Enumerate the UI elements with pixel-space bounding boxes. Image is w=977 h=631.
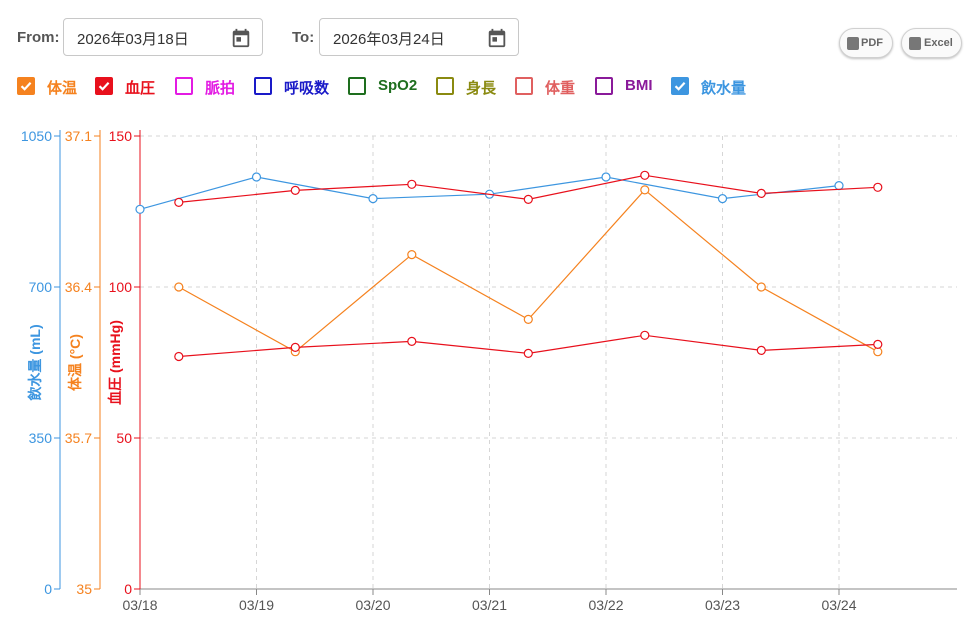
data-point (290, 342, 300, 352)
data-point (174, 197, 184, 207)
excel-icon (909, 37, 921, 50)
y-tick-label: 100 (109, 279, 133, 295)
data-point (368, 194, 378, 204)
to-label: To: (292, 29, 315, 46)
checkbox-checked-icon[interactable] (671, 77, 689, 95)
x-tick-label: 03/21 (472, 597, 507, 613)
y-tick-label: 150 (109, 128, 133, 144)
legend-toggle-6[interactable]: 体重 (515, 76, 595, 97)
legend-label: 飲水量 (701, 80, 747, 97)
data-point (640, 170, 650, 180)
data-point (834, 181, 844, 191)
x-tick-label: 03/24 (821, 597, 856, 613)
data-point (523, 348, 533, 358)
legend-toggle-2[interactable]: 脈拍 (175, 76, 255, 97)
y-axis-title-bp: 血圧 (mmHg) (107, 320, 123, 405)
checkbox-unchecked-icon[interactable] (175, 77, 193, 95)
to-date-input[interactable]: 2026年03月24日 (319, 18, 519, 56)
from-date-input[interactable]: 2026年03月18日 (63, 18, 263, 56)
to-date-value: 2026年03月24日 (333, 31, 445, 48)
legend-label: 体重 (545, 80, 576, 97)
y-tick-label: 0 (124, 581, 132, 597)
pdf-icon (847, 37, 859, 50)
checkbox-unchecked-icon[interactable] (436, 77, 454, 95)
data-point (717, 194, 728, 204)
export-excel-button[interactable]: Excel (901, 28, 962, 58)
data-point (407, 336, 417, 346)
y-axis-title-water: 飲水量 (mL) (27, 324, 43, 401)
data-point (873, 339, 883, 349)
data-point (407, 250, 417, 260)
data-point (756, 188, 766, 198)
from-label: From: (17, 29, 60, 46)
legend-label: 体温 (47, 80, 78, 97)
y-tick-label: 0 (44, 581, 52, 597)
legend-toggle-3[interactable]: 呼吸数 (254, 76, 334, 97)
calendar-icon[interactable] (230, 27, 252, 49)
data-point (407, 179, 417, 189)
y-tick-label: 35.7 (65, 430, 92, 446)
checkbox-checked-icon[interactable] (17, 77, 35, 95)
x-tick-label: 03/19 (239, 597, 274, 613)
data-point (174, 351, 184, 362)
data-point (523, 314, 533, 324)
y-axis-title-temp: 体温 (°C) (67, 334, 83, 391)
legend-label: SpO2 (378, 77, 418, 94)
legend-label: 脈拍 (205, 80, 236, 97)
data-point (601, 172, 611, 182)
y-tick-label: 700 (29, 279, 53, 295)
data-point (290, 185, 300, 195)
export-pdf-button[interactable]: PDF (839, 28, 893, 58)
x-tick-label: 03/22 (588, 597, 623, 613)
checkbox-unchecked-icon[interactable] (348, 77, 366, 95)
legend-toggle-1[interactable]: 血圧 (95, 76, 175, 97)
legend-toggle-0[interactable]: 体温 (17, 76, 97, 97)
legend-label: 血圧 (125, 80, 156, 97)
data-point (756, 345, 766, 355)
checkbox-unchecked-icon[interactable] (595, 77, 613, 95)
data-point (135, 204, 145, 214)
y-tick-label: 50 (116, 430, 132, 446)
y-tick-label: 350 (29, 430, 53, 446)
legend-toggle-8[interactable]: 飲水量 (671, 76, 751, 97)
x-tick-label: 03/23 (705, 597, 740, 613)
data-point (174, 282, 184, 292)
pdf-label: PDF (861, 37, 883, 49)
data-point (873, 182, 883, 192)
y-tick-label: 35 (76, 581, 92, 597)
legend-toggle-4[interactable]: SpO2 (348, 76, 428, 96)
data-point (251, 172, 262, 182)
checkbox-unchecked-icon[interactable] (254, 77, 272, 95)
legend-label: 身長 (466, 80, 497, 97)
series-line-1 (178, 189, 879, 353)
legend-toggle-5[interactable]: 身長 (436, 76, 516, 97)
legend-label: BMI (625, 77, 653, 94)
legend-label: 呼吸数 (284, 80, 330, 97)
data-point (523, 194, 533, 204)
x-tick-label: 03/20 (355, 597, 390, 613)
data-point (756, 282, 766, 292)
calendar-icon[interactable] (486, 27, 508, 49)
data-point (640, 330, 650, 340)
y-tick-label: 37.1 (65, 128, 92, 144)
y-tick-label: 36.4 (65, 279, 92, 295)
excel-label: Excel (924, 37, 953, 49)
from-date-value: 2026年03月18日 (77, 31, 189, 48)
y-tick-label: 1050 (21, 128, 52, 144)
x-tick-label: 03/18 (122, 597, 157, 613)
data-point (640, 185, 650, 195)
legend-toggle-7[interactable]: BMI (595, 76, 675, 96)
checkbox-checked-icon[interactable] (95, 77, 113, 95)
checkbox-unchecked-icon[interactable] (515, 77, 533, 95)
